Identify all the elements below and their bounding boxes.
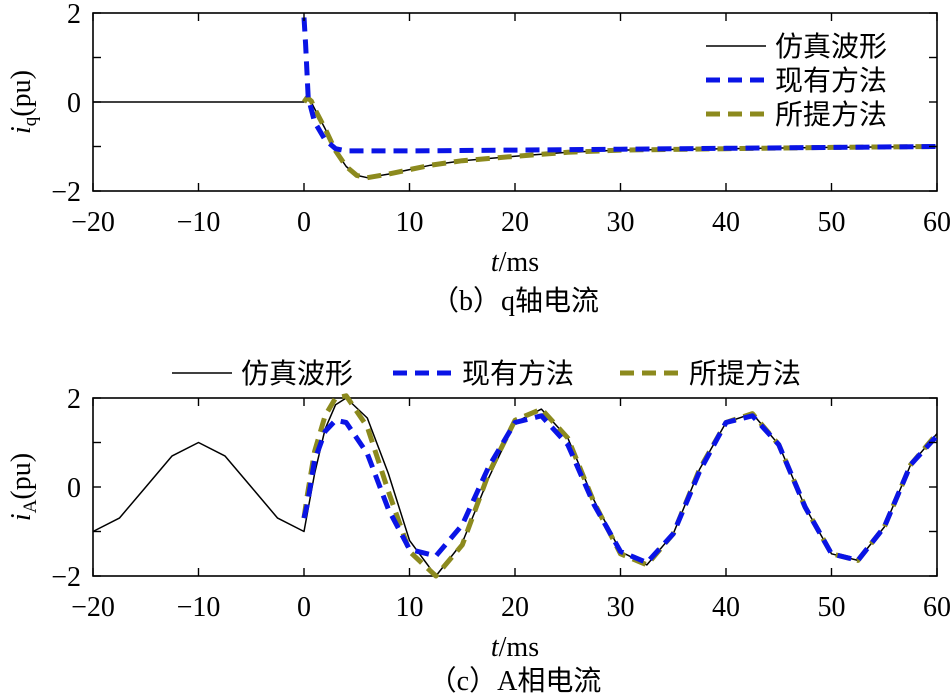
series-line-existing <box>301 413 939 566</box>
y-tick-label: 0 <box>67 473 81 504</box>
plot-area <box>92 12 938 192</box>
x-tick-labels: −20 −10 0 10 20 30 40 50 60 <box>71 592 951 623</box>
legend-label-simulation: 仿真波形 <box>241 358 353 390</box>
tick-marks <box>92 397 938 577</box>
series-group <box>93 17 938 181</box>
legend: 仿真波形 现有方法 所提方法 <box>706 31 887 131</box>
chart-caption: （c）A相电流 <box>429 665 602 697</box>
x-tick-label: 0 <box>297 592 311 623</box>
x-tick-label: 60 <box>923 592 951 623</box>
x-tick-label: 10 <box>396 207 424 238</box>
legend-item-proposed: 所提方法 <box>706 99 887 131</box>
legend-label-existing: 现有方法 <box>775 65 887 97</box>
x-tick-label: −20 <box>71 207 115 238</box>
x-tick-label: 50 <box>818 592 846 623</box>
y-tick-label: −2 <box>51 562 81 593</box>
plot-area <box>92 393 939 579</box>
legend-item-existing: 现有方法 <box>706 65 887 97</box>
legend-item-simulation: 仿真波形 <box>706 31 887 63</box>
x-tick-label: 30 <box>607 592 635 623</box>
x-tick-label: 20 <box>501 592 529 623</box>
y-tick-labels: −2 0 2 <box>51 0 81 208</box>
y-tick-label: −2 <box>51 177 81 208</box>
chart-q-axis-current: −20 −10 0 10 20 30 40 50 60 −202 iq(pu) t/ms （b）… <box>6 0 951 317</box>
y-axis-title: iq(pu) <box>6 70 41 134</box>
x-axis-title: t/ms <box>491 247 539 278</box>
y-tick-labels: −2 0 2 <box>51 384 81 593</box>
x-tick-label: −10 <box>177 592 221 623</box>
x-tick-label: 40 <box>712 592 740 623</box>
x-tick-label: 20 <box>501 207 529 238</box>
x-tick-label: 60 <box>923 207 951 238</box>
series-line-existing <box>301 17 938 154</box>
legend-label-existing: 现有方法 <box>462 358 574 390</box>
series-group <box>92 393 939 579</box>
x-tick-label: 50 <box>818 207 846 238</box>
y-tick-label: 0 <box>67 88 81 119</box>
x-tick-label: 0 <box>297 207 311 238</box>
legend-label-proposed: 所提方法 <box>775 99 887 131</box>
legend-label-proposed: 所提方法 <box>689 358 801 390</box>
x-axis-title: t/ms <box>491 632 539 663</box>
chart-a-phase-current: 仿真波形 现有方法 所提方法 −20 −10 0 10 20 30 40 50 60 −202 … <box>6 358 951 697</box>
y-axis-title: iA(pu) <box>6 453 41 521</box>
y-tick-label: 2 <box>67 0 81 30</box>
y-tick-label: 2 <box>67 384 81 415</box>
x-tick-labels: −20 −10 0 10 20 30 40 50 60 <box>71 207 951 238</box>
x-tick-label: −20 <box>71 592 115 623</box>
legend-item-proposed: 所提方法 <box>620 358 801 390</box>
tick-marks <box>92 12 938 192</box>
chart-caption: （b）q轴电流 <box>431 285 599 317</box>
x-tick-label: 40 <box>712 207 740 238</box>
x-tick-label: 30 <box>607 207 635 238</box>
x-tick-label: 10 <box>396 592 424 623</box>
legend: 仿真波形 现有方法 所提方法 <box>172 358 801 390</box>
legend-label-simulation: 仿真波形 <box>775 31 887 63</box>
x-tick-label: −10 <box>177 207 221 238</box>
legend-item-simulation: 仿真波形 <box>172 358 353 390</box>
legend-item-existing: 现有方法 <box>393 358 574 390</box>
